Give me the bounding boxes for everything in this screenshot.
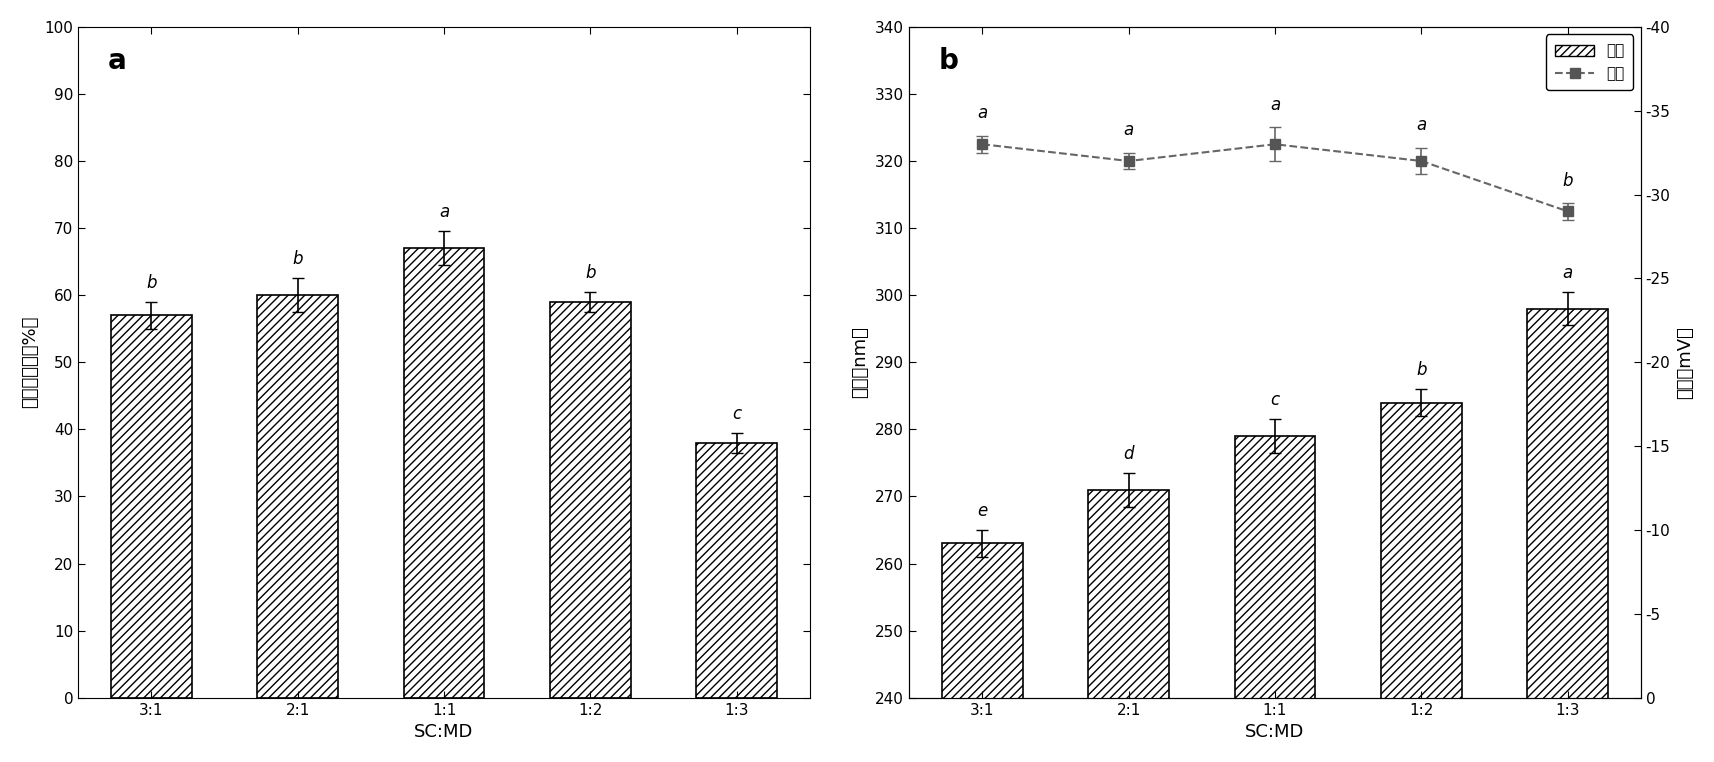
Text: a: a [108, 47, 127, 75]
Text: a: a [977, 104, 987, 123]
Y-axis label: 粒径（nm）: 粒径（nm） [852, 326, 869, 399]
Text: e: e [977, 502, 987, 520]
Bar [111, 315, 192, 698]
Bar [696, 443, 776, 698]
X-axis label: SC:MD: SC:MD [1244, 723, 1304, 741]
Bar [403, 248, 483, 698]
Y-axis label: 电势（mV）: 电势（mV） [1675, 326, 1693, 399]
Text: c: c [732, 405, 740, 423]
Text: b: b [146, 274, 156, 292]
X-axis label: SC:MD: SC:MD [415, 723, 473, 741]
Legend: 粒径, 电势: 粒径, 电势 [1546, 34, 1632, 91]
Text: b: b [1416, 361, 1426, 379]
Text: a: a [1561, 264, 1572, 282]
Bar [550, 302, 631, 698]
Text: d: d [1123, 445, 1133, 463]
Text: b: b [291, 251, 303, 268]
Y-axis label: 离心稳定性（%）: 离心稳定性（%） [21, 316, 39, 408]
Bar [257, 295, 338, 698]
Text: b: b [1561, 171, 1572, 190]
Text: c: c [1270, 391, 1279, 409]
Bar [1380, 402, 1460, 762]
Text: a: a [439, 203, 449, 222]
Text: a: a [1416, 116, 1426, 134]
Bar [1527, 309, 1608, 762]
Bar [941, 543, 1022, 762]
Text: a: a [1268, 96, 1279, 114]
Text: b: b [584, 264, 595, 282]
Bar [1234, 436, 1315, 762]
Text: b: b [938, 47, 958, 75]
Bar [1088, 490, 1169, 762]
Text: a: a [1123, 121, 1133, 139]
